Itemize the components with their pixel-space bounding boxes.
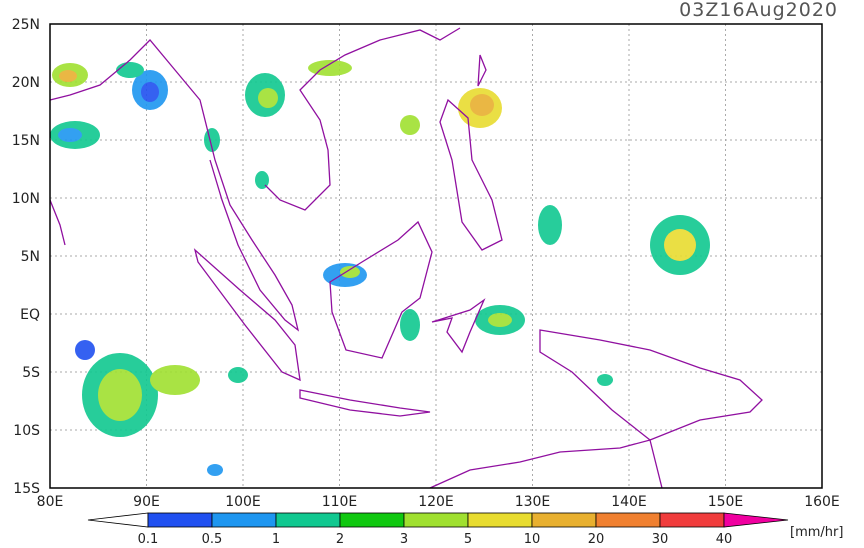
colorbar-arrow [87, 512, 149, 528]
x-axis-label: 160E [804, 494, 840, 510]
colorbar-label: 20 [588, 532, 605, 544]
y-axis-label: 15N [12, 133, 40, 149]
colorbar-label: 0.5 [202, 532, 223, 544]
colorbar-label: 1 [272, 532, 280, 544]
colorbar-segment [211, 512, 277, 528]
y-axis-label: 20N [12, 75, 40, 91]
x-axis-label: 150E [708, 494, 744, 510]
y-axis-label: 5S [22, 365, 40, 381]
colorbar-label: 3 [400, 532, 408, 544]
coastlines [49, 27, 763, 489]
colorbar-arrow [723, 512, 789, 528]
colorbar: 0.1 0.5 1 2 3 5 10 20 30 40 [87, 512, 789, 547]
colorbar-label: 0.1 [138, 532, 159, 544]
grid [50, 24, 822, 488]
y-axis-label: 10N [12, 191, 40, 207]
x-axis-label: 80E [37, 494, 64, 510]
colorbar-segment [147, 512, 213, 528]
colorbar-label: 30 [652, 532, 669, 544]
colorbar-segment [339, 512, 405, 528]
y-axis-label: EQ [20, 307, 40, 323]
axes: 80E 90E 100E 110E 120E 130E 140E 150E 160E 25N 20N… [12, 17, 840, 510]
colorbar-label: 2 [336, 532, 344, 544]
x-axis-label: 90E [133, 494, 160, 510]
colorbar-label: 5 [464, 532, 472, 544]
x-axis-label: 110E [322, 494, 358, 510]
x-axis-label: 120E [418, 494, 454, 510]
colorbar-label: 40 [716, 532, 733, 544]
colorbar-segment [531, 512, 597, 528]
colorbar-segment [467, 512, 533, 528]
colorbar-unit: [mm/hr] [790, 525, 843, 540]
colorbar-segment [275, 512, 341, 528]
x-axis-label: 100E [225, 494, 261, 510]
map-title: 03Z16Aug2020 [679, 0, 838, 21]
colorbar-segment [403, 512, 469, 528]
y-axis-label: 10S [13, 423, 40, 439]
colorbar-label: 10 [524, 532, 541, 544]
colorbar-segment [659, 512, 725, 528]
rain-areas [50, 60, 710, 476]
y-axis-label: 25N [12, 17, 40, 33]
y-axis-label: 5N [21, 249, 40, 265]
map-frame [49, 23, 823, 489]
x-axis-label: 130E [515, 494, 551, 510]
colorbar-segment [595, 512, 661, 528]
x-axis-label: 140E [611, 494, 647, 510]
y-axis-label: 15S [13, 481, 40, 497]
